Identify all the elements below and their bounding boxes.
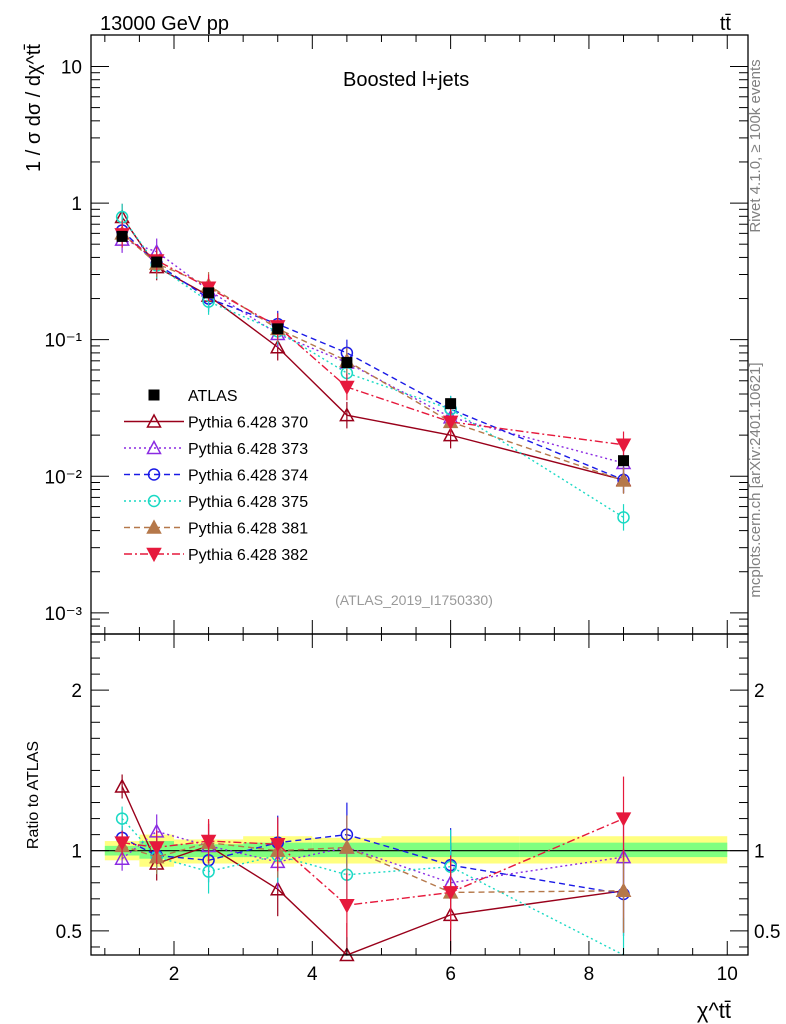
legend-label: Pythia 6.428 381 [188, 521, 308, 538]
x-tick-label: 6 [445, 964, 456, 985]
ratio-point [200, 834, 217, 850]
legend-label: Pythia 6.428 375 [188, 494, 308, 511]
legend-marker [148, 389, 160, 401]
legend-marker [146, 547, 162, 563]
atlas-data-point [203, 287, 215, 299]
ratio-y-tick-label: 2 [71, 681, 82, 702]
ratio-series-pythia-6-428-370 [114, 774, 632, 962]
y-tick-label: 1 [71, 194, 82, 215]
y-tick-label: 10⁻² [45, 467, 83, 488]
series-atlas [116, 230, 630, 467]
legend-marker [146, 519, 162, 534]
ratio-point [339, 839, 355, 854]
ratio-point [114, 836, 130, 851]
atlas-data-point [445, 398, 457, 410]
ratio-point [442, 886, 459, 901]
ratio-point [148, 841, 165, 856]
plot-frames [90, 34, 749, 956]
ratio-point [339, 898, 355, 914]
data-point [339, 380, 355, 396]
series-line [121, 233, 624, 446]
legend-label: Pythia 6.428 374 [188, 468, 308, 485]
ratio-y-tick-label-right: 2 [754, 681, 765, 702]
atlas-data-point [341, 357, 353, 369]
data-point [615, 472, 632, 487]
legend-item: Pythia 6.428 370 [124, 413, 308, 432]
legend-item: Pythia 6.428 373 [124, 439, 308, 458]
x-tick-label: 4 [307, 964, 318, 985]
ratio-point [615, 812, 632, 827]
x-tick-label: 10 [717, 964, 738, 985]
legend-label: Pythia 6.428 373 [188, 441, 308, 458]
ratio-y-tick-label: 0.5 [56, 922, 82, 943]
ratio-line [121, 786, 624, 956]
legend-marker [146, 439, 162, 455]
ratio-y-axis-title: Ratio to ATLAS [25, 741, 42, 849]
legend-item: Pythia 6.428 375 [124, 494, 308, 511]
ratio-point [115, 812, 129, 825]
ratio-point [114, 778, 130, 793]
legend: ATLAS Pythia 6.428 370 Pythia 6.428 373 Pyt… [124, 388, 308, 564]
ratio-point [114, 850, 130, 865]
y-tick-label: 10⁻³ [45, 604, 83, 625]
ratio-series-pythia-6-428-375 [115, 806, 625, 956]
legend-item: Pythia 6.428 382 [124, 547, 308, 564]
series-curves [114, 203, 632, 962]
analysis-id: (ATLAS_2019_I1750330) [335, 592, 493, 608]
legend-marker [146, 413, 162, 428]
ratio-y-tick-label: 1 [71, 842, 82, 863]
legend-item: Pythia 6.428 374 [124, 468, 308, 485]
ratio-series-pythia-6-428-382 [114, 776, 632, 938]
ratio-point [269, 881, 286, 896]
ratio-panel-frame [90, 633, 749, 956]
y-tick-label: 10⁻¹ [45, 331, 83, 352]
ratio-y-tick-label-right: 1 [754, 842, 765, 863]
atlas-data-point [618, 455, 630, 467]
main-panel-frame [90, 34, 749, 635]
mcplots-credit: mcplots.cern.ch [arXiv:2401.10621] [747, 362, 764, 597]
ratio-point [269, 838, 286, 853]
plot-title: Boosted l+jets [343, 69, 469, 91]
ratio-series-pythia-6-428-374 [115, 802, 630, 937]
data-point [269, 339, 286, 354]
atlas-data-point [151, 256, 163, 268]
y-tick-label: 10 [61, 57, 82, 78]
axis-ticks [91, 35, 748, 955]
data-point [339, 407, 355, 422]
data-point [615, 438, 632, 453]
legend-label: Pythia 6.428 370 [188, 415, 308, 432]
process-label: tt̄ [720, 13, 732, 35]
legend-item: Pythia 6.428 381 [124, 519, 308, 538]
x-axis-title: χ^tt̄ [697, 998, 731, 1023]
atlas-data-point [116, 230, 128, 242]
legend-marker [147, 494, 161, 508]
series-pythia-6-428-373 [114, 226, 632, 477]
legend-item: ATLAS [148, 388, 238, 405]
data-point [442, 415, 459, 430]
legend-label: ATLAS [188, 388, 238, 405]
x-tick-label: 8 [584, 964, 595, 985]
ratio-point [202, 865, 215, 878]
atlas-data-point [272, 323, 284, 335]
ratio-series-pythia-6-428-373 [114, 814, 632, 920]
ratio-series-pythia-6-428-381 [114, 815, 632, 933]
rivet-version: Rivet 4.1.0, ≥ 100k events [747, 59, 764, 232]
ratio-point [615, 882, 632, 898]
axis-labels: 2 4 6 8 10 10 1 10⁻¹ 10⁻² 10⁻³ 0.5 0.5 1 1 2 2 [45, 57, 781, 985]
legend-label: Pythia 6.428 382 [188, 547, 308, 564]
beam-label: 13000 GeV pp [100, 13, 229, 35]
x-tick-label: 2 [169, 964, 180, 985]
ratio-y-tick-label-right: 0.5 [754, 922, 780, 943]
legend-marker [147, 468, 161, 481]
main-y-axis-title: 1 / σ dσ / dχ^tt̄ [23, 44, 45, 172]
data-point [617, 511, 630, 524]
data-point [442, 427, 459, 442]
ratio-uncertainty-bands [91, 834, 748, 867]
